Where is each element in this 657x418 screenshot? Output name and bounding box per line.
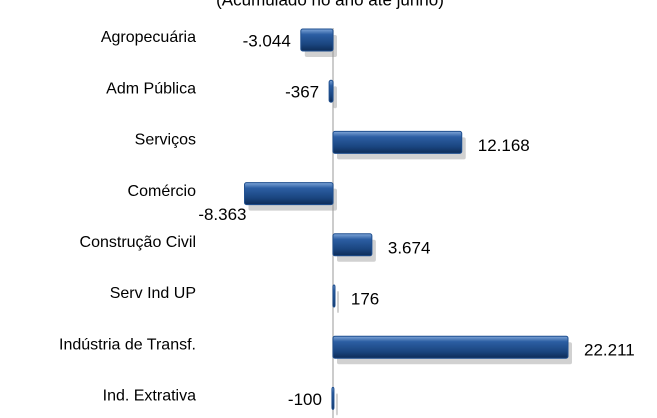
bar — [244, 182, 334, 206]
category-label: Indústria de Transf. — [59, 336, 196, 353]
bar — [300, 28, 334, 52]
bar-shadow — [337, 291, 339, 313]
value-label: -100 — [288, 390, 322, 409]
category-label: Construção Civil — [80, 234, 196, 251]
value-label: -8.363 — [198, 205, 246, 224]
category-label: Serviços — [135, 132, 196, 149]
value-label: -367 — [285, 83, 319, 102]
category-label: Adm Pública — [106, 80, 196, 97]
bar-shadow — [333, 86, 337, 109]
bar — [328, 79, 334, 103]
value-label: 12.168 — [478, 136, 530, 155]
category-label: Ind. Extrativa — [103, 388, 196, 405]
bar — [332, 233, 373, 257]
chart-subtitle: (Acumulado no ano até junho) — [216, 0, 444, 9]
value-label: 3.674 — [388, 238, 431, 257]
category-label: Agropecuária — [101, 29, 196, 46]
bar — [332, 284, 336, 308]
value-label: 176 — [351, 289, 379, 308]
value-label: 22.211 — [584, 341, 635, 360]
value-label: -3.044 — [243, 31, 291, 50]
bar — [332, 335, 569, 359]
category-label: Serv Ind UP — [110, 285, 196, 302]
bar — [331, 386, 335, 410]
bar — [332, 130, 463, 154]
category-label: Comércio — [128, 183, 197, 200]
bar-shadow — [335, 393, 338, 416]
